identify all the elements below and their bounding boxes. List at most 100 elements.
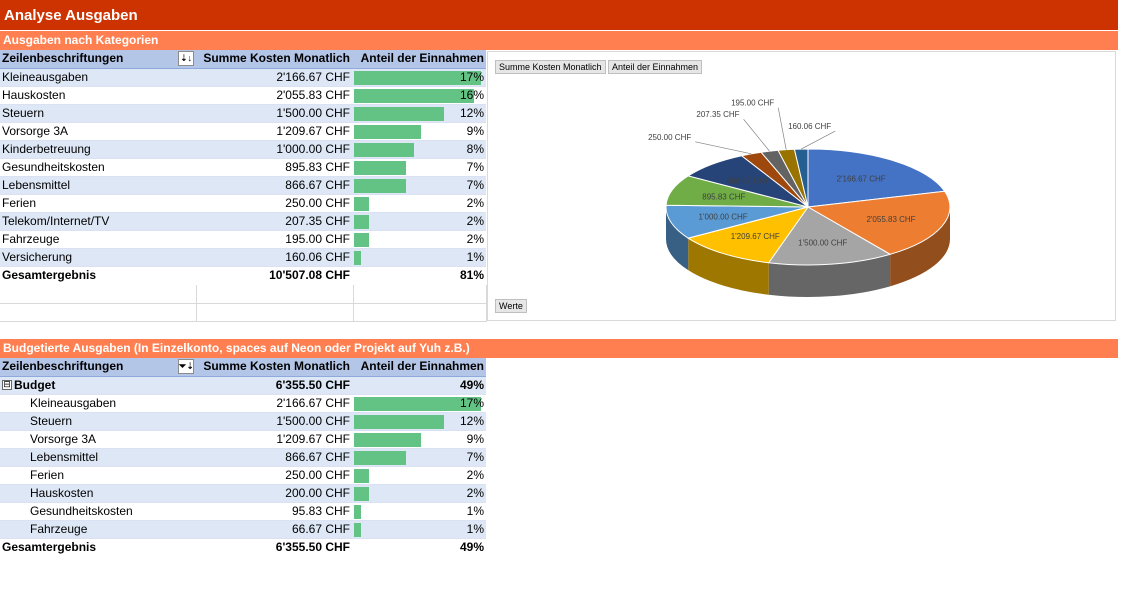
total-row[interactable]: Gesamtergebnis 6'355.50 CHF 49%	[0, 537, 486, 556]
share-cell[interactable]: 1%	[352, 502, 486, 521]
share-cell[interactable]: 7%	[352, 448, 486, 467]
table-row[interactable]: Vorsorge 3A 1'209.67 CHF 9%	[0, 430, 486, 449]
cost-cell[interactable]: 2'166.67 CHF	[196, 394, 352, 413]
share-cell[interactable]: 2%	[352, 466, 486, 485]
table-row[interactable]: Fahrzeuge 66.67 CHF 1%	[0, 520, 486, 539]
table-row[interactable]: Kinderbetreuung 1'000.00 CHF 8%	[0, 140, 486, 159]
share-cell[interactable]: 2%	[352, 230, 486, 249]
cost-cell[interactable]: 6'355.50 CHF	[196, 537, 352, 556]
row-label[interactable]: Hauskosten	[0, 86, 196, 105]
row-label[interactable]: Ferien	[0, 466, 196, 485]
chart-values-button[interactable]: Werte	[495, 299, 527, 313]
row-label[interactable]: Kleineausgaben	[0, 394, 196, 413]
table-row[interactable]: Gesundheitskosten 895.83 CHF 7%	[0, 158, 486, 177]
cost-cell[interactable]: 895.83 CHF	[196, 158, 352, 177]
cost-cell[interactable]: 66.67 CHF	[196, 520, 352, 539]
share-cell[interactable]: 17%	[352, 68, 486, 87]
row-label[interactable]: Lebensmittel	[0, 448, 196, 467]
row-label[interactable]: Gesundheitskosten	[0, 502, 196, 521]
grid-cell[interactable]	[0, 303, 197, 322]
table-row[interactable]: Gesundheitskosten 95.83 CHF 1%	[0, 502, 486, 521]
share-cell[interactable]: 12%	[352, 412, 486, 431]
table-row[interactable]: Ferien 250.00 CHF 2%	[0, 194, 486, 213]
cost-cell[interactable]: 160.06 CHF	[196, 248, 352, 267]
pie-slice[interactable]	[686, 206, 810, 264]
row-label[interactable]: Versicherung	[0, 248, 196, 267]
share-cell[interactable]: 2%	[352, 484, 486, 503]
row-label[interactable]: Telekom/Internet/TV	[0, 212, 196, 231]
chart-field-button-share[interactable]: Anteil der Einnahmen	[608, 60, 703, 74]
table-row[interactable]: Hauskosten 2'055.83 CHF 16%	[0, 86, 486, 105]
row-label[interactable]: Steuern	[0, 412, 196, 431]
pie-slice[interactable]	[767, 206, 892, 266]
row-label[interactable]: Vorsorge 3A	[0, 430, 196, 449]
grid-cell[interactable]	[196, 285, 354, 304]
row-label[interactable]: Lebensmittel	[0, 176, 196, 195]
table-row[interactable]: Lebensmittel 866.67 CHF 7%	[0, 448, 486, 467]
table-row[interactable]: Kleineausgaben 2'166.67 CHF 17%	[0, 68, 486, 87]
row-label[interactable]: Fahrzeuge	[0, 230, 196, 249]
share-cell[interactable]: 17%	[352, 394, 486, 413]
row-label[interactable]: Kleineausgaben	[0, 68, 196, 87]
share-cell[interactable]: 16%	[352, 86, 486, 105]
table-row[interactable]: Vorsorge 3A 1'209.67 CHF 9%	[0, 122, 486, 141]
cost-cell[interactable]: 1'500.00 CHF	[196, 412, 352, 431]
share-cell[interactable]: 81%	[352, 265, 486, 284]
share-cell[interactable]: 12%	[352, 104, 486, 123]
share-cell[interactable]: 2%	[352, 212, 486, 231]
share-cell[interactable]: 2%	[352, 194, 486, 213]
table-row[interactable]: Lebensmittel 866.67 CHF 7%	[0, 176, 486, 195]
cost-cell[interactable]: 250.00 CHF	[196, 466, 352, 485]
cost-cell[interactable]: 866.67 CHF	[196, 176, 352, 195]
share-cell[interactable]: 9%	[352, 122, 486, 141]
grid-cell[interactable]	[353, 303, 487, 322]
table-row[interactable]: Telekom/Internet/TV 207.35 CHF 2%	[0, 212, 486, 231]
table-row[interactable]: Versicherung 160.06 CHF 1%	[0, 248, 486, 267]
table-row[interactable]: Fahrzeuge 195.00 CHF 2%	[0, 230, 486, 249]
row-label[interactable]: Gesundheitskosten	[0, 158, 196, 177]
cost-cell[interactable]: 95.83 CHF	[196, 502, 352, 521]
pie-slice[interactable]	[793, 148, 809, 208]
row-label[interactable]: Vorsorge 3A	[0, 122, 196, 141]
cost-cell[interactable]: 250.00 CHF	[196, 194, 352, 213]
share-cell[interactable]: 7%	[352, 176, 486, 195]
pie-slice-side[interactable]	[688, 238, 769, 295]
cost-cell[interactable]: 2'166.67 CHF	[196, 68, 352, 87]
sort-icon[interactable]: ⇣↓	[178, 51, 194, 67]
cost-cell[interactable]: 10'507.08 CHF	[196, 265, 352, 284]
pie-slice-side[interactable]	[666, 207, 689, 271]
total-row[interactable]: Gesamtergebnis 10'507.08 CHF 81%	[0, 265, 486, 284]
share-cell[interactable]: 49%	[352, 376, 486, 395]
row-label[interactable]: Hauskosten	[0, 484, 196, 503]
share-cell[interactable]: 49%	[352, 537, 486, 556]
table-row[interactable]: Ferien 250.00 CHF 2%	[0, 466, 486, 485]
grid-cell[interactable]	[196, 303, 354, 322]
row-label[interactable]: Ferien	[0, 194, 196, 213]
row-label[interactable]: ⊟ Budget	[0, 376, 196, 395]
group-row-budget[interactable]: ⊟ Budget 6'355.50 CHF 49%	[0, 376, 486, 395]
cost-cell[interactable]: 1'209.67 CHF	[196, 430, 352, 449]
table-row[interactable]: Kleineausgaben 2'166.67 CHF 17%	[0, 394, 486, 413]
cost-cell[interactable]: 866.67 CHF	[196, 448, 352, 467]
cost-cell[interactable]: 2'055.83 CHF	[196, 86, 352, 105]
pie-slice[interactable]	[806, 190, 951, 255]
table-row[interactable]: Hauskosten 200.00 CHF 2%	[0, 484, 486, 503]
share-cell[interactable]: 7%	[352, 158, 486, 177]
grid-cell[interactable]	[353, 285, 487, 304]
cost-cell[interactable]: 1'500.00 CHF	[196, 104, 352, 123]
grid-cell[interactable]	[0, 285, 197, 304]
cost-cell[interactable]: 1'209.67 CHF	[196, 122, 352, 141]
chart-field-button-cost[interactable]: Summe Kosten Monatlich	[495, 60, 606, 74]
pie-slice[interactable]	[665, 204, 809, 239]
row-label[interactable]: Gesamtergebnis	[0, 537, 196, 556]
row-label[interactable]: Kinderbetreuung	[0, 140, 196, 159]
share-cell[interactable]: 9%	[352, 430, 486, 449]
cost-cell[interactable]: 6'355.50 CHF	[196, 376, 352, 395]
share-cell[interactable]: 1%	[352, 248, 486, 267]
cost-cell[interactable]: 1'000.00 CHF	[196, 140, 352, 159]
pie-chart[interactable]: Summe Kosten Monatlich Anteil der Einnah…	[487, 51, 1116, 321]
collapse-icon[interactable]: ⊟	[2, 379, 12, 391]
filter-sort-icon[interactable]: ⏷⇣	[178, 359, 194, 375]
cost-cell[interactable]: 195.00 CHF	[196, 230, 352, 249]
cost-cell[interactable]: 200.00 CHF	[196, 484, 352, 503]
